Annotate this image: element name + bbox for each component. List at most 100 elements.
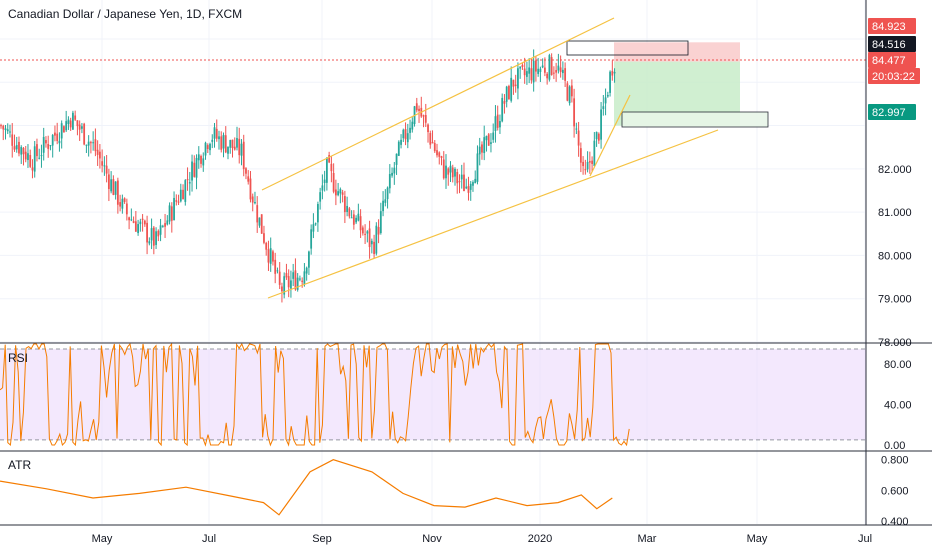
candle-body [11, 134, 14, 146]
price-badge-label: 84.477 [872, 55, 906, 67]
candle-body [321, 185, 324, 191]
channel-lower-line[interactable] [267, 129, 719, 299]
trend-line-short[interactable] [589, 94, 631, 177]
candle-body [161, 225, 164, 227]
candle-body [45, 140, 47, 144]
candle-body [406, 133, 409, 143]
price-tick-label: 80.000 [878, 250, 912, 262]
candle-body [18, 141, 20, 154]
candle-body [478, 146, 481, 155]
price-badge-label: 20:03:22 [872, 71, 915, 83]
candle-body [260, 214, 263, 234]
candle-body [33, 146, 36, 172]
candle-body [137, 224, 139, 234]
candle-body [278, 271, 281, 285]
candle-body [274, 259, 277, 274]
candle-body [400, 139, 402, 145]
candle-body [281, 286, 283, 292]
candle-body [236, 138, 238, 148]
price-tick-label: 78.000 [878, 337, 912, 349]
candle-body [550, 57, 553, 75]
candle-body [76, 120, 79, 127]
candle-body [469, 183, 472, 190]
candle-body [451, 167, 454, 178]
candle-body [247, 176, 250, 182]
candle-body [245, 168, 247, 174]
candle-body [577, 130, 580, 146]
candle-body [265, 242, 268, 250]
candle-body [359, 216, 362, 231]
candle-body [465, 186, 468, 189]
date-tick-label: Jul [202, 533, 216, 545]
candle-body [152, 227, 155, 246]
candle-body [254, 201, 256, 204]
candle-body [449, 165, 452, 173]
resistance-box[interactable] [566, 40, 689, 56]
candle-body [386, 187, 389, 200]
candle-body [526, 71, 528, 77]
candle-body [411, 121, 414, 130]
candle-body [370, 240, 373, 245]
candle-body [101, 161, 104, 166]
candle-body [38, 157, 41, 159]
candle-body [458, 181, 461, 183]
candle-body [323, 179, 326, 183]
candle-body [40, 155, 43, 157]
candle-body [54, 132, 56, 136]
candle-body [328, 155, 331, 163]
support-box[interactable] [621, 111, 769, 128]
candle-body [195, 157, 198, 178]
candle-body [58, 140, 61, 144]
candle-body [283, 276, 286, 295]
chart-title: Canadian Dollar / Japanese Yen, 1D, FXCM [8, 7, 242, 21]
rsi-tick-label: 80.00 [884, 359, 912, 371]
candle-body [107, 174, 110, 190]
price-badge [868, 36, 916, 52]
candle-body [206, 145, 209, 150]
atr-label: ATR [8, 458, 31, 472]
candle-body [404, 129, 407, 140]
candle-body [357, 213, 360, 221]
candle-body [200, 156, 202, 164]
candle-body [141, 218, 144, 221]
stop-loss-zone[interactable] [614, 42, 740, 62]
candle-body [125, 203, 128, 215]
atr-tick-label: 0.800 [881, 455, 909, 467]
candle-body [251, 196, 254, 203]
date-tick-label: 2020 [528, 533, 552, 545]
price-tick-label: 82.000 [878, 164, 912, 176]
candle-body [220, 136, 223, 150]
candle-body [85, 144, 88, 146]
channel-upper-line[interactable] [261, 17, 615, 191]
candle-body [299, 278, 301, 280]
rsi-label: RSI [8, 351, 28, 365]
price-badge [868, 52, 916, 68]
candle-body [481, 144, 483, 153]
rsi-tick-label: 0.00 [884, 440, 905, 452]
candle-body [191, 161, 193, 181]
candle-body [501, 97, 504, 122]
price-badge-label: 84.923 [872, 21, 906, 33]
date-tick-label: May [92, 533, 113, 545]
candle-body [503, 101, 506, 104]
candle-body [310, 229, 313, 249]
candle-body [15, 145, 18, 150]
candle-body [285, 273, 288, 278]
price-tick-label: 81.000 [878, 207, 912, 219]
candle-body [523, 68, 526, 76]
candle-body [584, 169, 587, 171]
candle-body [442, 159, 445, 179]
candle-body [213, 127, 216, 139]
candle-body [269, 248, 272, 264]
candle-body [579, 148, 582, 163]
candle-body [325, 158, 328, 183]
candle-body [552, 72, 555, 74]
candle-body [184, 180, 187, 202]
candle-body [305, 267, 308, 274]
candle-body [164, 223, 166, 227]
candle-body [604, 97, 607, 104]
candle-body [0, 125, 2, 127]
candle-body [72, 112, 74, 130]
